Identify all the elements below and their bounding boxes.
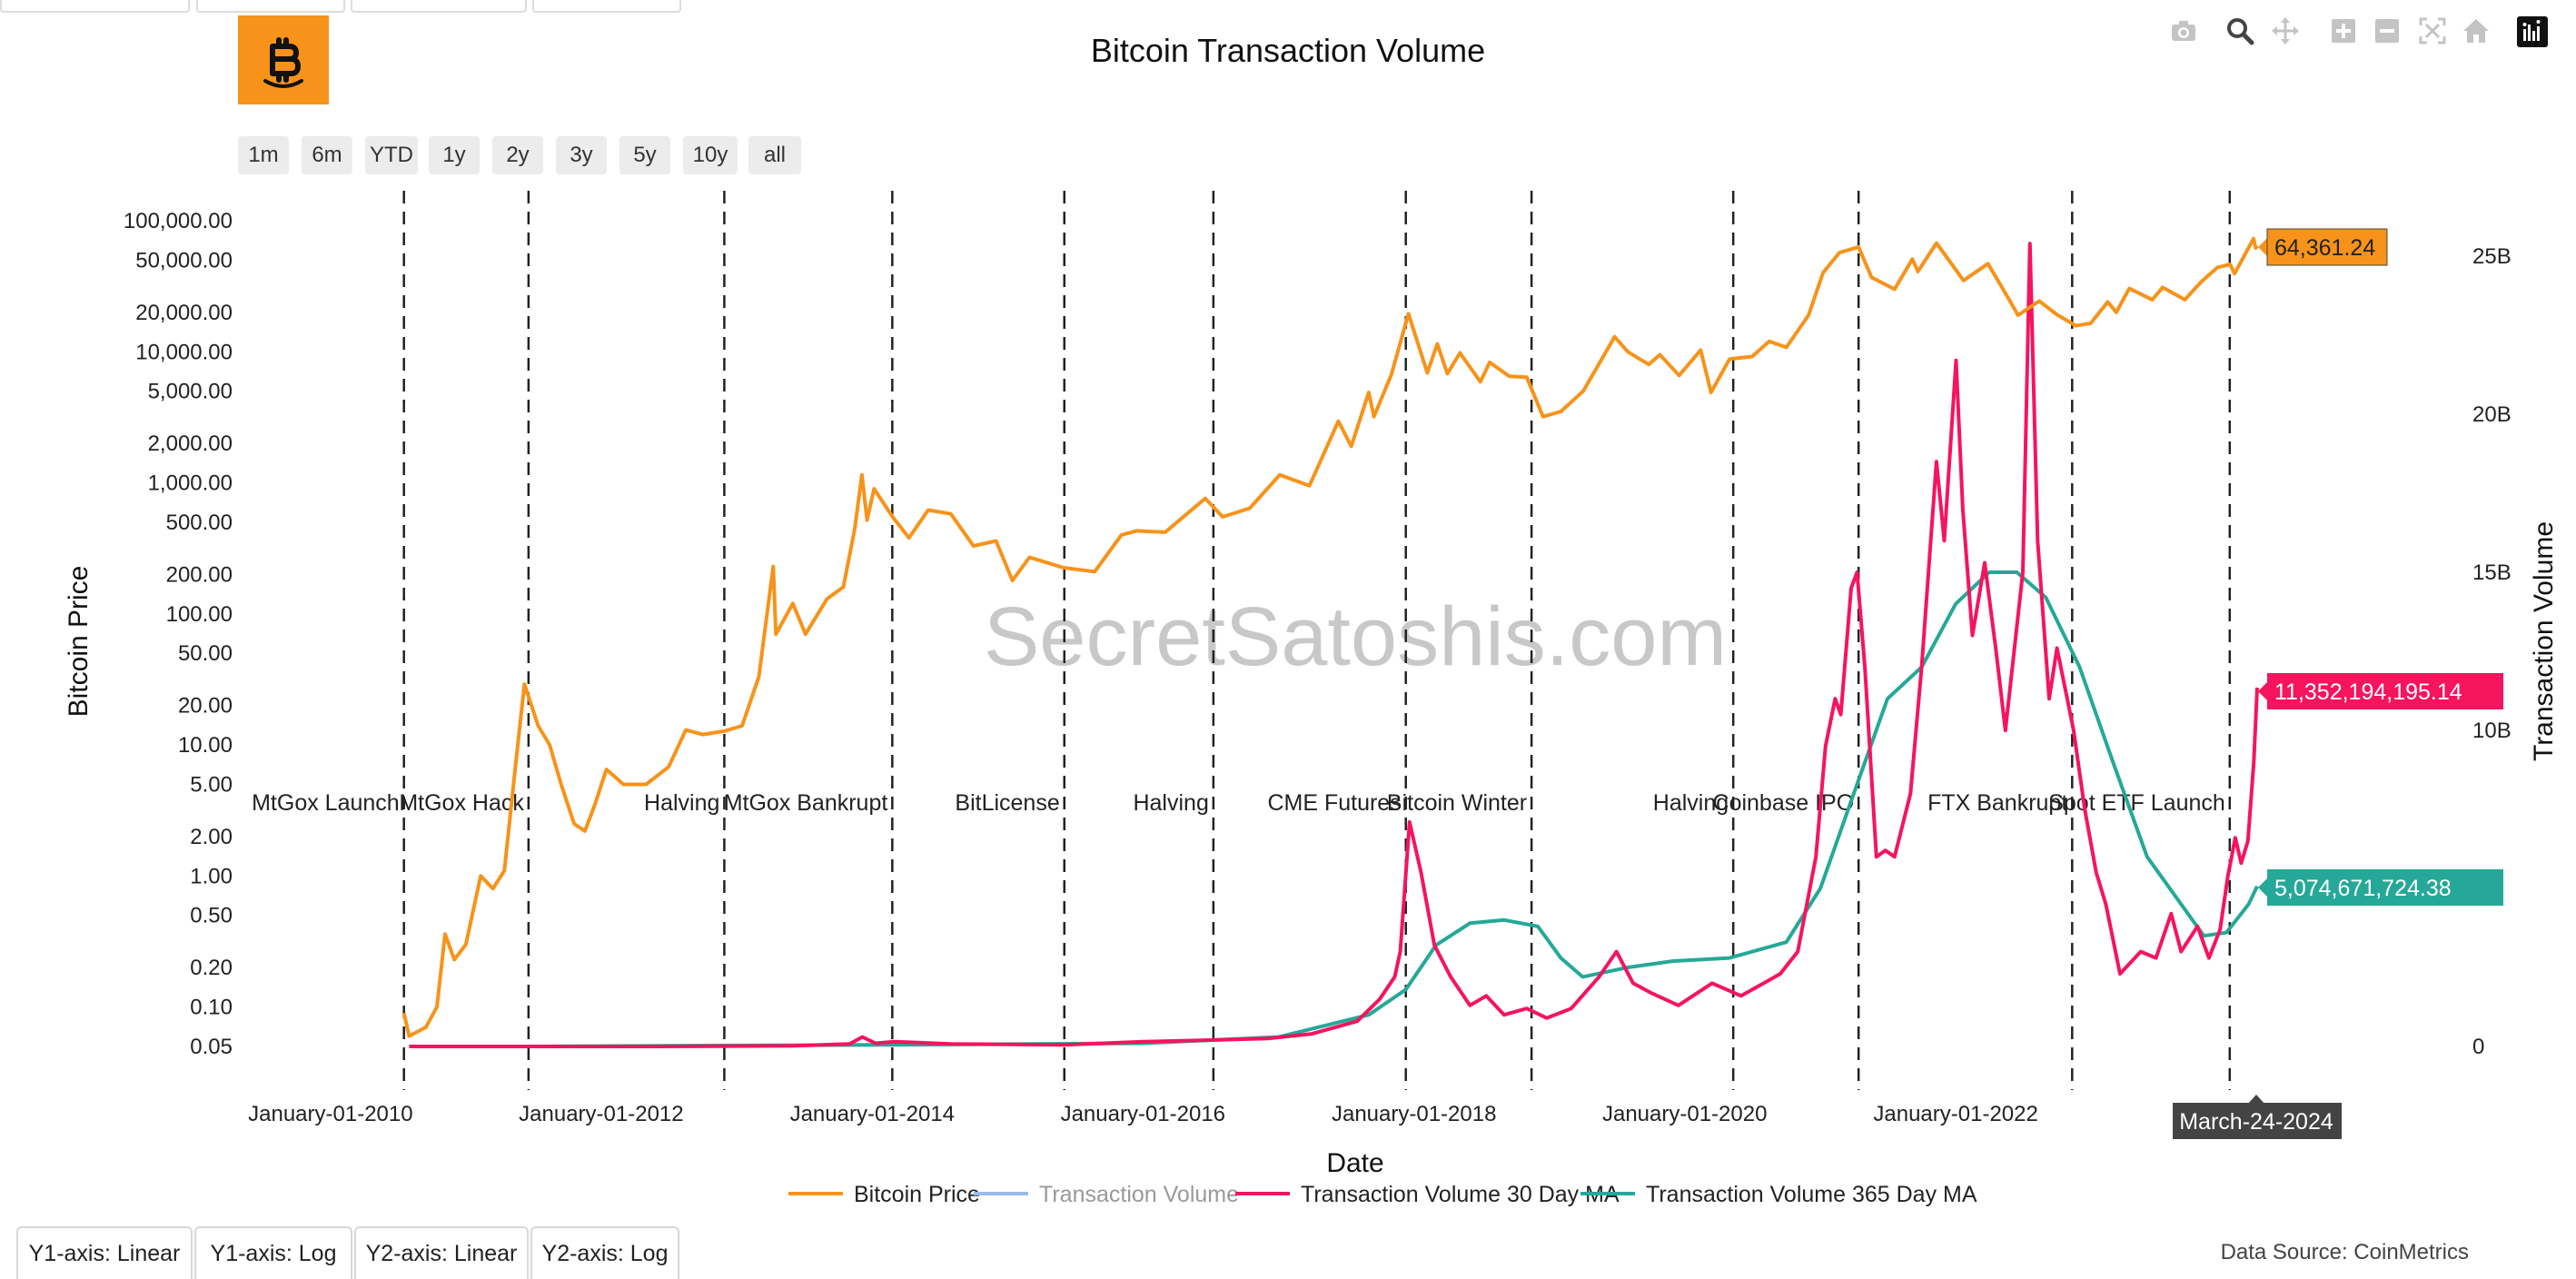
data-source: Data Source: CoinMetrics [2221, 1240, 2469, 1264]
x-tick-label: January-01-2010 [248, 1102, 412, 1126]
y2-tick-label: 10B [2472, 719, 2512, 743]
y2-tick-label: 20B [2472, 402, 2512, 427]
autoscale-icon[interactable] [2416, 16, 2449, 49]
event-label: CME Futures [1267, 790, 1401, 816]
y2-linear-button[interactable]: Y2-axis: Linear [354, 1226, 529, 1279]
event-label: MtGox Hack [399, 790, 524, 816]
range-button-1m[interactable]: 1m [238, 136, 289, 174]
last-value-label: 5,074,671,724.38 [2274, 876, 2452, 901]
event-label: Coinbase IPO [1713, 790, 1855, 816]
event-label: BitLicense [955, 790, 1059, 816]
bitcoin-logo [238, 15, 329, 104]
y-tick-label: 10,000.00 [135, 340, 233, 364]
y-tick-label: 5,000.00 [148, 380, 233, 404]
y2-tick-label: 25B [2472, 244, 2512, 269]
legend-label: Transaction Volume 30 Day MA [1301, 1182, 1620, 1207]
reset-axes-icon[interactable] [2460, 16, 2492, 49]
event-label: Halving [1133, 790, 1208, 816]
top-tab [196, 0, 345, 13]
zoom-out-icon[interactable] [2371, 16, 2403, 49]
series-line-price [401, 236, 2259, 1038]
y-tick-label: 0.50 [190, 904, 233, 928]
x-tick-label: January-01-2018 [1332, 1102, 1496, 1126]
pan-icon[interactable] [2269, 16, 2302, 49]
range-button-3y[interactable]: 3y [556, 136, 607, 174]
top-tab [532, 0, 681, 13]
watermark-text: SecretSatoshis.com [984, 590, 1727, 683]
series-line-ma30 [409, 242, 2259, 1048]
y2-axis-title: Transaction Volume [2529, 521, 2559, 761]
event-label: Halving [644, 790, 719, 816]
bitcoin-logo-icon [263, 37, 303, 88]
y-tick-label: 200.00 [166, 562, 233, 587]
y-tick-label: 0.05 [190, 1035, 233, 1059]
camera-icon[interactable] [2167, 16, 2200, 49]
x-tick-label: January-01-2014 [790, 1102, 955, 1126]
y-tick-label: 50,000.00 [135, 248, 233, 273]
event-label: MtGox Launch [252, 790, 400, 816]
zoom-in-icon[interactable] [2327, 16, 2360, 49]
y-axis-title: Bitcoin Price [64, 566, 94, 718]
y2-tick-label: 0 [2472, 1035, 2484, 1059]
range-button-2y[interactable]: 2y [492, 136, 543, 174]
y-tick-label: 2.00 [190, 825, 233, 849]
event-label: Bitcoin Winter [1387, 790, 1527, 816]
legend: Bitcoin Price Transaction Volume Transacti… [788, 1182, 1977, 1207]
y-tick-label: 1,000.00 [148, 471, 233, 496]
y1-log-button[interactable]: Y1-axis: Log [194, 1226, 352, 1279]
y2-tick-label: 15B [2472, 560, 2512, 585]
y-tick-label: 10.00 [178, 733, 233, 758]
event-label: MtGox Bankrupt [724, 790, 888, 816]
y2-log-button[interactable]: Y2-axis: Log [530, 1226, 679, 1279]
range-button-5y[interactable]: 5y [619, 136, 670, 174]
y-tick-label: 0.20 [190, 956, 233, 980]
range-button-6m[interactable]: 6m [302, 136, 352, 174]
event-label: Halving [1653, 790, 1729, 816]
legend-label: Bitcoin Price [854, 1182, 980, 1207]
last-value-box [2267, 673, 2503, 709]
x-tick-label: January-01-2012 [519, 1102, 683, 1126]
last-value-pointer [2258, 878, 2267, 897]
last-value-label: 11,352,194,195.14 [2274, 679, 2462, 705]
range-button-ytd[interactable]: YTD [365, 136, 418, 174]
hover-date-label: March-24-2024 [2179, 1109, 2333, 1135]
y-tick-label: 100.00 [166, 602, 233, 627]
range-button-10y[interactable]: 10y [683, 136, 738, 174]
x-tick-label: January-01-2020 [1602, 1102, 1767, 1126]
x-tick-label: January-01-2022 [1873, 1102, 2037, 1126]
hover-date-box [2173, 1103, 2342, 1139]
y-tick-label: 100,000.00 [124, 209, 233, 233]
top-tab [351, 0, 527, 13]
y-tick-label: 20,000.00 [135, 301, 233, 325]
last-value-box [2266, 228, 2388, 266]
y-tick-label: 20.00 [178, 694, 233, 719]
range-button-all[interactable]: all [748, 136, 801, 174]
range-button-1y[interactable]: 1y [429, 136, 480, 174]
hover-date-pointer [2247, 1095, 2265, 1105]
last-value-box [2267, 869, 2503, 906]
y-tick-label: 5.00 [190, 772, 233, 797]
y-tick-label: 50.00 [178, 641, 233, 666]
legend-label: Transaction Volume [1039, 1182, 1239, 1207]
legend-label: Transaction Volume 365 Day MA [1646, 1182, 1977, 1207]
last-value-label: 64,361.24 [2274, 235, 2375, 261]
y-tick-label: 500.00 [166, 511, 233, 535]
zoom-icon[interactable] [2224, 16, 2256, 49]
last-value-pointer [2258, 682, 2267, 700]
event-label: Spot ETF Launch [2048, 790, 2225, 816]
x-axis-title: Date [1326, 1148, 1383, 1178]
event-label: FTX Bankrupt [1927, 790, 2067, 816]
y-tick-label: 1.00 [190, 864, 233, 888]
y1-linear-button[interactable]: Y1-axis: Linear [16, 1226, 193, 1279]
y-tick-label: 0.10 [190, 996, 233, 1020]
top-tab [0, 0, 190, 13]
last-value-pointer [2258, 238, 2267, 256]
y-tick-label: 2,000.00 [148, 431, 233, 456]
plotly-logo-icon[interactable] [2516, 16, 2549, 49]
chart-title: Bitcoin Transaction Volume [1091, 32, 1485, 69]
x-tick-label: January-01-2016 [1061, 1102, 1225, 1126]
